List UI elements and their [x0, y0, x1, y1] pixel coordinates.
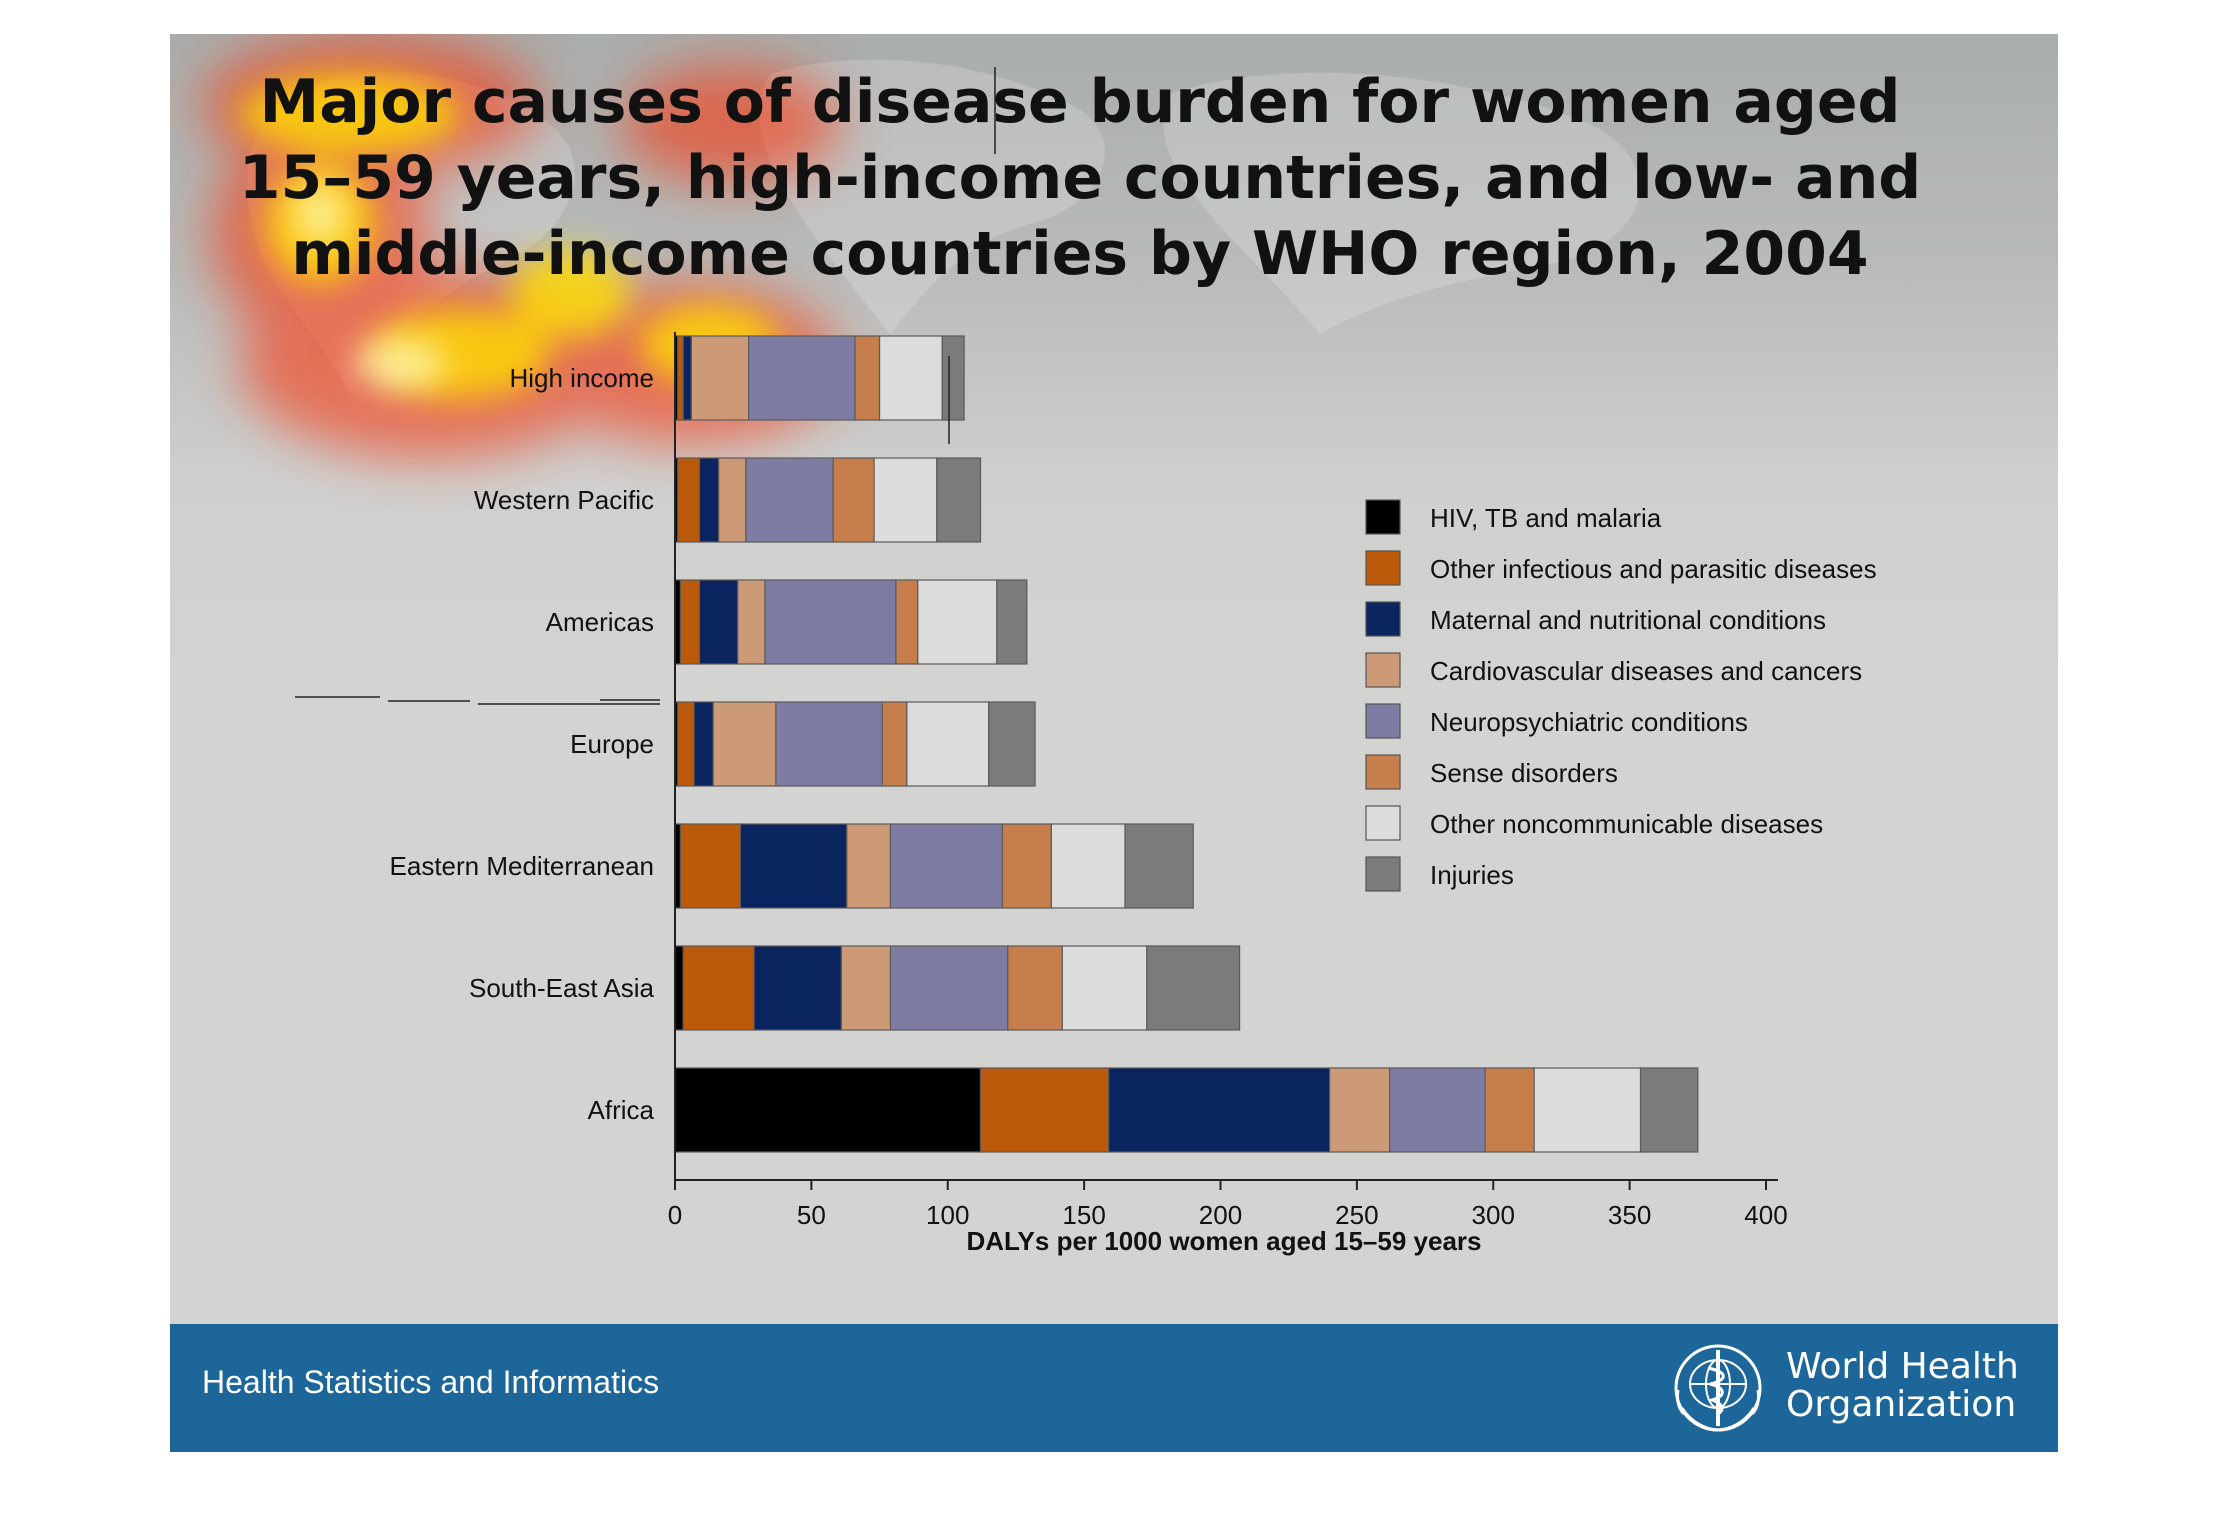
category-label: South-East Asia	[469, 973, 655, 1003]
bar-segment	[718, 457, 747, 543]
bar-segment	[895, 579, 919, 665]
bar-segment	[679, 823, 742, 909]
bar-segment	[878, 335, 943, 421]
footer-bar: Health Statistics and Informatics World …	[170, 1324, 2058, 1452]
bar-segment	[739, 823, 848, 909]
legend-swatch	[1365, 652, 1401, 688]
category-label: Africa	[588, 1095, 655, 1125]
x-tick-label: 0	[668, 1200, 682, 1230]
legend-label: HIV, TB and malaria	[1430, 503, 1662, 533]
bar-segment	[775, 701, 883, 787]
bar-segment	[979, 1067, 1110, 1153]
bar-segment	[846, 823, 892, 909]
legend: HIV, TB and malaria Other infectious and …	[1365, 499, 1877, 892]
bar-segment	[1124, 823, 1194, 909]
x-tick-label: 100	[926, 1200, 969, 1230]
bar-segment	[936, 457, 982, 543]
category-labels: High income Western Pacific Americas Europe…	[390, 363, 655, 1125]
bar-segment	[1328, 1067, 1391, 1153]
stray-marks	[295, 67, 996, 705]
x-axis: 0 50 100 150 200 250 300 350 400	[668, 332, 1788, 1230]
bar-segment	[1389, 1067, 1486, 1153]
bar-segment	[832, 457, 875, 543]
bar-segment	[712, 701, 777, 787]
bar-segment	[677, 457, 701, 543]
slide: Major causes of disease burden for women…	[170, 34, 2058, 1452]
bar-segment	[988, 701, 1036, 787]
legend-label: Neuropsychiatric conditions	[1430, 707, 1748, 737]
legend-label: Sense disorders	[1430, 758, 1618, 788]
bar-segment	[698, 579, 739, 665]
bar-segment	[674, 945, 684, 1031]
category-label: Europe	[570, 729, 654, 759]
bar-segment	[1108, 1067, 1331, 1153]
who-name-line1: World Health	[1786, 1346, 2019, 1387]
legend-swatch	[1365, 703, 1401, 739]
x-axis-label: DALYs per 1000 women aged 15–59 years	[967, 1226, 1482, 1256]
legend-label: Other infectious and parasitic diseases	[1430, 554, 1877, 584]
bar-segment	[682, 335, 692, 421]
bar-segment	[917, 579, 998, 665]
category-label: Americas	[546, 607, 654, 637]
bar-segment	[745, 457, 834, 543]
bar-segment	[1007, 945, 1063, 1031]
bar-segment	[677, 335, 684, 421]
bar-segment	[764, 579, 897, 665]
bar-segment	[693, 701, 714, 787]
x-tick-label: 150	[1062, 1200, 1105, 1230]
legend-label: Injuries	[1430, 860, 1514, 890]
legend-label: Cardiovascular diseases and cancers	[1430, 656, 1862, 686]
bar-segment	[748, 335, 856, 421]
bar-segment	[906, 701, 990, 787]
x-tick-label: 400	[1744, 1200, 1787, 1230]
stacked-bar-chart: 0 50 100 150 200 250 300 350 400 High income West…	[295, 67, 1877, 1256]
bar-segment	[677, 701, 695, 787]
legend-swatch	[1365, 805, 1401, 841]
category-label: Eastern Mediterranean	[390, 851, 654, 881]
bars-layer	[674, 335, 1699, 1153]
bar-segment	[889, 823, 1003, 909]
bar-segment	[889, 945, 1009, 1031]
bar-segment	[854, 335, 881, 421]
x-tick-label: 250	[1335, 1200, 1378, 1230]
bar-segment	[1146, 945, 1241, 1031]
bar-segment	[698, 457, 720, 543]
who-name: World Health Organization	[1786, 1348, 2019, 1424]
slide-title: Major causes of disease burden for women…	[238, 67, 1922, 289]
legend-label: Maternal and nutritional conditions	[1430, 605, 1826, 635]
bar-segment	[1484, 1067, 1535, 1153]
legend-swatch	[1365, 601, 1401, 637]
who-name-line2: Organization	[1786, 1384, 2017, 1425]
legend-swatch	[1365, 499, 1401, 535]
bar-segment	[1533, 1067, 1642, 1153]
legend-label: Other noncommunicable diseases	[1430, 809, 1823, 839]
bar-segment	[1639, 1067, 1699, 1153]
category-label: Western Pacific	[474, 485, 654, 515]
bar-segment	[996, 579, 1028, 665]
x-tick-label: 350	[1608, 1200, 1651, 1230]
bar-segment	[737, 579, 766, 665]
bar-segment	[881, 701, 908, 787]
bar-segment	[941, 335, 965, 421]
bar-segment	[1001, 823, 1052, 909]
legend-swatch	[1365, 754, 1401, 790]
bar-segment	[682, 945, 755, 1031]
footer-title: Health Statistics and Informatics	[202, 1364, 660, 1400]
who-logo: World Health Organization	[1668, 1338, 2028, 1438]
legend-swatch	[1365, 550, 1401, 586]
x-tick-label: 200	[1199, 1200, 1242, 1230]
bar-segment	[690, 335, 750, 421]
x-tick-label: 300	[1472, 1200, 1515, 1230]
bar-segment	[753, 945, 842, 1031]
legend-swatch	[1365, 856, 1401, 892]
bar-segment	[840, 945, 892, 1031]
bar-segment	[1061, 945, 1148, 1031]
category-label: High income	[509, 363, 654, 393]
bar-segment	[674, 1067, 982, 1153]
who-emblem-icon	[1674, 1344, 1762, 1432]
x-tick-label: 50	[797, 1200, 826, 1230]
bar-segment	[679, 579, 701, 665]
bar-segment	[1050, 823, 1126, 909]
bar-segment	[873, 457, 938, 543]
